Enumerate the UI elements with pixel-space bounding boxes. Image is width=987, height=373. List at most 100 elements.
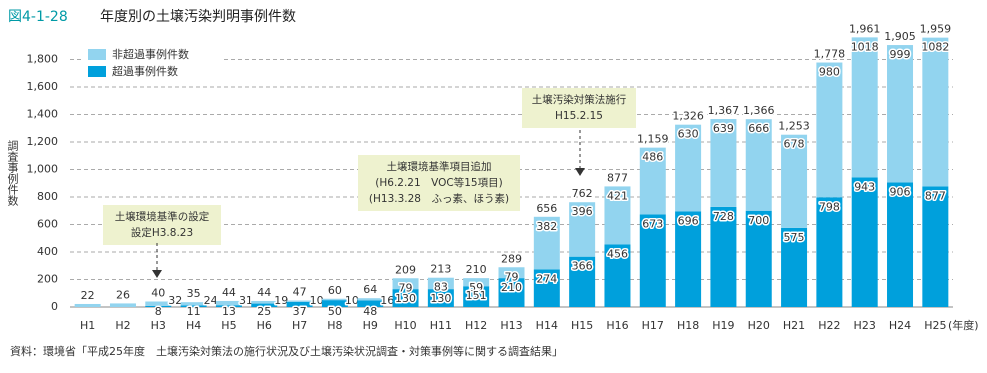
figure-number: 図4-1-28	[8, 9, 68, 25]
annotation-text: 設定H3.8.23	[131, 226, 193, 239]
bar-segment	[639, 214, 666, 307]
value-label: 50	[328, 305, 342, 318]
x-tick-label: H5	[221, 319, 236, 332]
value-label: 728	[713, 210, 734, 223]
x-tick-label: H7	[292, 319, 307, 332]
total-label: 209	[395, 263, 416, 276]
legend-box	[84, 46, 224, 82]
total-label: 1,159	[637, 133, 669, 146]
value-label: 980	[819, 66, 840, 79]
bar-segment	[427, 277, 454, 290]
bar-segment	[887, 182, 914, 307]
chart-title: 年度別の土壌汚染判明事例件数	[100, 9, 296, 25]
total-label: 210	[466, 263, 487, 276]
bar-segment	[781, 227, 808, 307]
legend-swatch	[88, 49, 106, 60]
value-label: 13	[222, 305, 236, 318]
value-label: 456	[607, 247, 628, 260]
total-label: 44	[222, 286, 236, 299]
x-tick-label: H25	[924, 319, 946, 332]
legend-label: 超過事例件数	[112, 64, 178, 78]
y-tick-label: 0	[51, 300, 58, 313]
value-label: 31	[239, 294, 253, 307]
x-tick-label: H12	[465, 319, 487, 332]
value-label: 798	[819, 200, 840, 213]
bar-segment	[251, 303, 278, 307]
value-label: 906	[890, 185, 911, 198]
value-label: 59	[469, 281, 483, 294]
value-label: 8	[155, 305, 162, 318]
value-label: 130	[430, 292, 451, 305]
source: 資料：環境省「平成25年度 土壌汚染対策法の施行状況及び土壌汚染状況調査・対策事…	[10, 344, 563, 358]
total-label: 1,961	[849, 22, 881, 35]
total-label: 22	[81, 289, 95, 302]
x-tick-label: H17	[642, 319, 664, 332]
arrow-head	[575, 168, 585, 176]
x-tick-label: H15	[571, 319, 593, 332]
value-label: 48	[363, 305, 377, 318]
x-tick-label: H21	[783, 319, 805, 332]
value-label: 575	[784, 231, 805, 244]
value-label: 24	[204, 294, 218, 307]
bar-segment	[675, 211, 702, 307]
value-label: 1082	[921, 41, 949, 54]
y-tick-label: 800	[37, 190, 58, 203]
value-label: 630	[678, 128, 699, 141]
bar-segment	[357, 298, 384, 301]
bar-segment	[569, 202, 596, 257]
value-label: 666	[748, 122, 769, 135]
value-label: 79	[399, 281, 413, 294]
y-tick-label: 400	[37, 245, 58, 258]
x-tick-label: H24	[889, 319, 911, 332]
value-label: 210	[501, 281, 522, 294]
bar-segment	[816, 197, 843, 307]
annotation-box	[358, 155, 520, 211]
value-label: 943	[854, 180, 875, 193]
value-label: 877	[925, 189, 946, 202]
value-label: 486	[642, 151, 663, 164]
annotation-box	[522, 88, 636, 128]
legend-label: 非超過事例件数	[112, 47, 189, 61]
total-label: 1,959	[920, 23, 952, 36]
y-tick-label: 600	[37, 218, 58, 231]
annotation-text: H15.2.15	[555, 110, 603, 122]
value-label: 673	[642, 217, 663, 230]
bar-segment	[745, 210, 772, 307]
bar-segment	[427, 289, 454, 307]
total-label: 26	[116, 288, 130, 301]
total-label: 64	[363, 283, 377, 296]
bar-segment	[215, 300, 242, 306]
bar-segment	[781, 134, 808, 228]
bar-segment	[145, 305, 172, 307]
value-label: 11	[187, 305, 201, 318]
bar-segment	[215, 305, 242, 307]
x-tick-label: H6	[257, 319, 272, 332]
bar	[109, 303, 136, 307]
bar-segment	[604, 186, 631, 245]
total-label: 1,326	[672, 110, 704, 123]
bar-segment	[498, 278, 525, 307]
x-tick-label: H4	[186, 319, 201, 332]
bar-segment	[392, 289, 419, 307]
bar-segment	[498, 267, 525, 279]
annotation-text: 土壌環境基準の設定	[115, 210, 210, 223]
x-tick-label: H8	[327, 319, 342, 332]
x-unit: (年度)	[948, 318, 979, 332]
bar-segment	[463, 286, 490, 307]
total-label: 44	[257, 286, 271, 299]
annotation-text: 土壌環境基準項目追加	[387, 160, 492, 173]
y-tick-label: 200	[37, 273, 58, 286]
bar-segment	[392, 278, 419, 290]
total-label: 289	[501, 252, 522, 265]
x-tick-label: H2	[115, 319, 130, 332]
bar-segment	[321, 298, 348, 301]
total-label: 40	[151, 287, 165, 300]
bar-segment	[604, 244, 631, 307]
x-tick-label: H1	[80, 319, 95, 332]
value-label: 396	[572, 205, 593, 218]
value-label: 678	[784, 138, 805, 151]
y-tick-label: 1,000	[27, 163, 59, 176]
bar-segment	[180, 305, 207, 307]
bar-segment	[145, 301, 172, 306]
